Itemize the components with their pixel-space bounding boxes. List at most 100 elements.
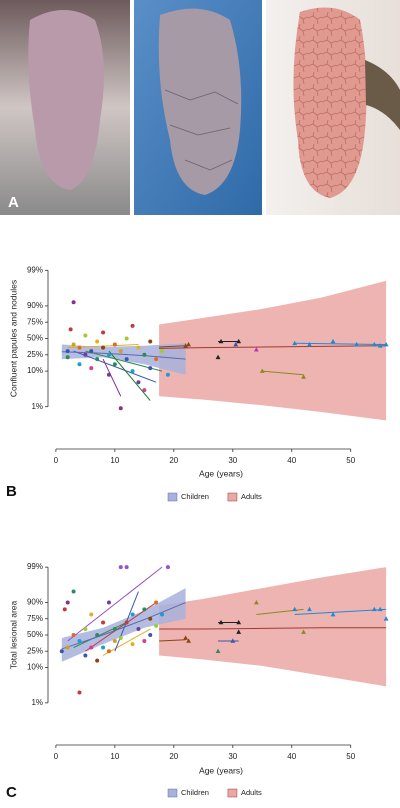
adult-point — [236, 619, 242, 625]
child-point — [89, 349, 94, 354]
child-point — [59, 649, 64, 654]
child-point — [118, 406, 123, 411]
child-point — [101, 620, 106, 625]
adult-point — [330, 338, 336, 344]
child-point — [142, 607, 147, 612]
adult-point — [377, 343, 383, 348]
x-axis-label: Age (years) — [199, 468, 243, 478]
child-point — [101, 645, 106, 650]
child-point — [118, 349, 123, 354]
adult-trend-line — [159, 639, 186, 642]
child-point — [148, 633, 153, 637]
child-point — [71, 633, 76, 637]
legend-swatch — [227, 788, 238, 798]
adult-point — [215, 354, 221, 360]
child-point — [101, 345, 106, 350]
child-trend-line — [73, 350, 157, 383]
child-point — [154, 600, 159, 605]
x-tick-label: 50 — [346, 456, 355, 465]
child-point — [83, 627, 88, 632]
x-tick-label: 30 — [228, 752, 237, 761]
y-tick-label: 90% — [27, 301, 43, 310]
adult-point — [233, 341, 239, 347]
child-point — [71, 342, 76, 347]
adult-point — [301, 374, 306, 379]
child-point — [65, 349, 70, 354]
fit-line — [61, 351, 186, 360]
y-tick-label: 50% — [27, 630, 43, 639]
child-point — [77, 345, 82, 350]
x-tick-label: 40 — [287, 752, 296, 761]
adult-point — [292, 340, 298, 346]
child-point — [101, 330, 106, 335]
adult-point — [371, 606, 377, 612]
child-point — [89, 612, 94, 617]
child-point — [130, 612, 135, 617]
child-point — [124, 336, 129, 341]
adult-point — [377, 606, 383, 612]
child-point — [62, 607, 67, 612]
child-point — [118, 635, 123, 640]
child-point — [106, 600, 111, 605]
adult-point — [215, 648, 221, 654]
adult-point — [236, 338, 242, 344]
child-point — [89, 645, 94, 650]
child-point — [112, 362, 117, 367]
adult-point — [383, 616, 389, 621]
adult-trend-line — [262, 370, 304, 376]
child-point — [89, 366, 94, 371]
child-trend-line — [102, 358, 122, 397]
adult-point — [371, 341, 377, 347]
y-axis-label: Confluent papules and nodules — [8, 280, 18, 397]
fit-line — [159, 345, 387, 349]
child-point — [160, 349, 165, 354]
x-tick-label: 40 — [287, 456, 296, 465]
panel-label: C — [6, 784, 17, 801]
chart: 1% 10% 25% 50% 75% 90% 99% 0 10 20 30 40 50 Age (year… — [6, 265, 389, 502]
adult-point — [330, 611, 336, 617]
y-tick-label: 99% — [27, 562, 43, 571]
legend-swatch — [227, 492, 238, 502]
child-point — [136, 627, 141, 632]
panel-label: A — [8, 194, 19, 211]
y-tick-label: 1% — [31, 698, 43, 707]
child-point — [65, 355, 70, 360]
child-point — [136, 380, 141, 385]
cloth — [365, 60, 400, 130]
adult-trend-line — [294, 608, 387, 616]
child-point — [124, 565, 129, 570]
x-tick-label: 10 — [110, 456, 119, 465]
child-point — [65, 645, 70, 650]
child-point — [148, 366, 153, 371]
child-point — [124, 620, 129, 625]
adult-point — [186, 341, 191, 347]
y-tick-label: 25% — [27, 646, 43, 655]
child-point — [65, 600, 70, 605]
child-point — [142, 638, 147, 643]
x-tick-label: 20 — [169, 752, 178, 761]
adult-trend-line — [159, 345, 186, 348]
child-trend-line — [73, 622, 127, 648]
x-tick-label: 30 — [228, 456, 237, 465]
foot-2 — [158, 8, 242, 196]
child-point — [130, 369, 135, 374]
child-point — [106, 372, 111, 377]
photo-panel: A — [0, 0, 400, 215]
child-point — [106, 649, 111, 654]
adult-point — [186, 638, 191, 643]
child-point — [95, 339, 100, 344]
child-point — [112, 638, 117, 643]
y-tick-label: 75% — [27, 317, 43, 326]
y-axis-label: Total lesional area — [8, 600, 18, 669]
x-tick-label: 50 — [346, 752, 355, 761]
y-tick-label: 10% — [27, 366, 43, 375]
child-point — [95, 357, 100, 362]
adult-point — [236, 629, 242, 634]
child-point — [77, 362, 82, 367]
legend-label: Children — [181, 492, 209, 501]
x-tick-label: 20 — [169, 456, 178, 465]
child-point — [83, 653, 88, 658]
adult-point — [230, 638, 236, 643]
